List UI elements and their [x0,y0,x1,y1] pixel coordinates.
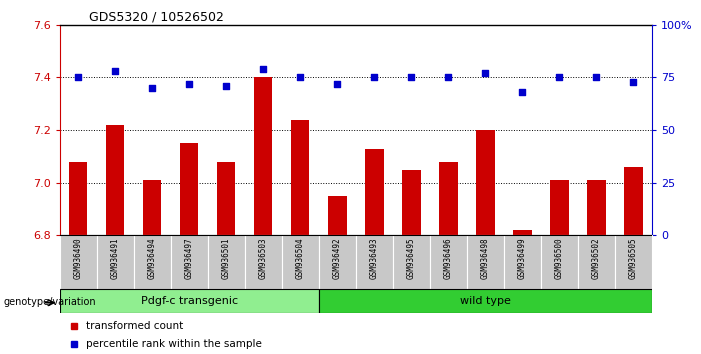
Bar [550,180,569,235]
Text: GSM936498: GSM936498 [481,237,490,279]
Bar [60,289,319,313]
Point [479,70,491,76]
Point [554,75,565,80]
Bar [513,230,531,235]
Bar [180,143,198,235]
Bar [467,235,504,289]
Bar [541,235,578,289]
Point [591,75,602,80]
Point [332,81,343,87]
Bar [393,235,430,289]
Text: GSM936499: GSM936499 [518,237,527,279]
Bar [476,130,495,235]
Text: GSM936493: GSM936493 [369,237,379,279]
Bar [143,180,161,235]
Bar [97,235,134,289]
Bar [319,289,652,313]
Bar [207,235,245,289]
Bar [402,170,421,235]
Bar [106,125,124,235]
Point [628,79,639,85]
Text: GSM936494: GSM936494 [148,237,156,279]
Text: GSM936504: GSM936504 [296,237,305,279]
Bar [587,180,606,235]
Point [369,75,380,80]
Point [443,75,454,80]
Text: transformed count: transformed count [86,321,184,331]
Text: GSM936490: GSM936490 [74,237,83,279]
Bar [282,235,319,289]
Point [517,89,528,95]
Bar [624,167,643,235]
Text: genotype/variation: genotype/variation [4,297,96,307]
Point [294,75,306,80]
Text: wild type: wild type [460,296,511,306]
Text: GSM936496: GSM936496 [444,237,453,279]
Text: GSM936495: GSM936495 [407,237,416,279]
Bar [430,235,467,289]
Bar [504,235,541,289]
Text: GSM936501: GSM936501 [222,237,231,279]
Bar [134,235,170,289]
Bar [319,235,355,289]
Text: GSM936502: GSM936502 [592,237,601,279]
Bar [578,235,615,289]
Bar [439,162,458,235]
Point [72,75,83,80]
Bar [69,162,88,235]
Bar [328,196,346,235]
Point [184,81,195,87]
Bar [254,78,273,235]
Point [109,68,121,74]
Point [221,83,232,89]
Bar [60,235,97,289]
Text: GSM936503: GSM936503 [259,237,268,279]
Text: Pdgf-c transgenic: Pdgf-c transgenic [141,296,238,306]
Text: percentile rank within the sample: percentile rank within the sample [86,339,262,349]
Point [257,66,268,72]
Text: GSM936497: GSM936497 [184,237,193,279]
Bar [217,162,236,235]
Bar [365,149,383,235]
Bar [615,235,652,289]
Text: GSM936505: GSM936505 [629,237,638,279]
Bar [170,235,207,289]
Bar [245,235,282,289]
Text: GDS5320 / 10526502: GDS5320 / 10526502 [89,11,224,24]
Text: GSM936491: GSM936491 [111,237,120,279]
Point [147,85,158,91]
Point [406,75,417,80]
Bar [355,235,393,289]
Bar [291,120,309,235]
Text: GSM936492: GSM936492 [333,237,342,279]
Text: GSM936500: GSM936500 [555,237,564,279]
